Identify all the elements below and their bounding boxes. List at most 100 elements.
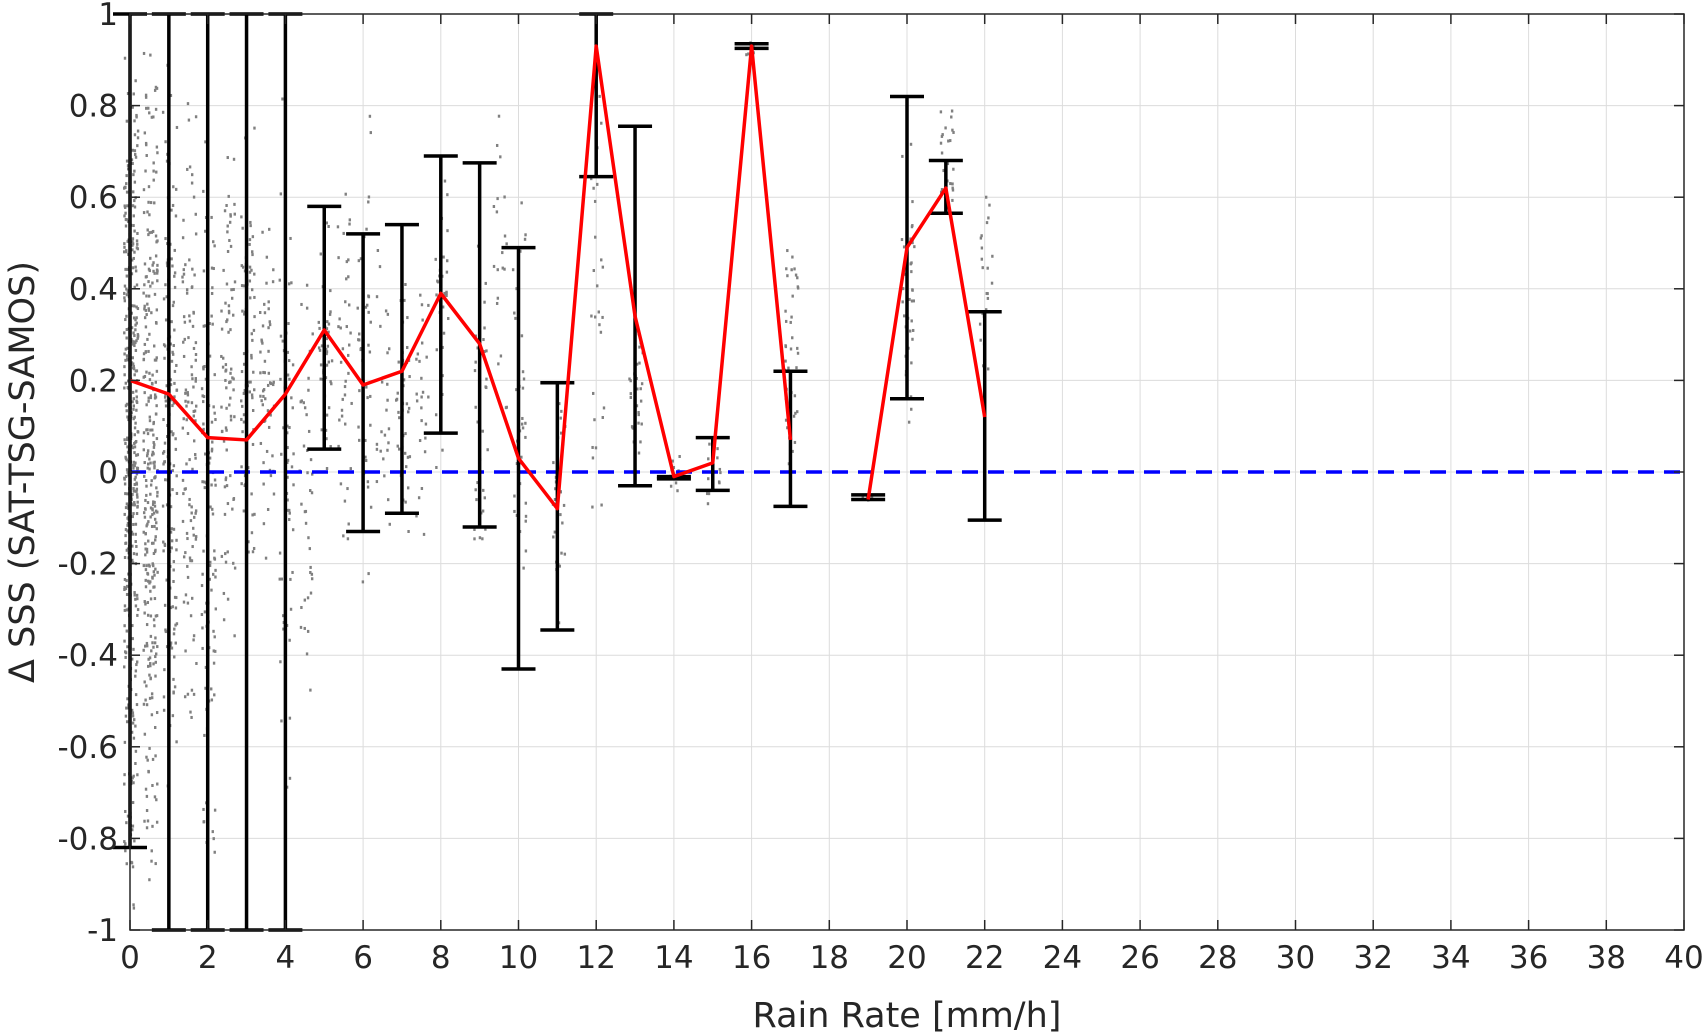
scatter-point bbox=[203, 610, 207, 614]
scatter-point bbox=[338, 418, 341, 422]
scatter-point bbox=[163, 344, 167, 348]
scatter-point bbox=[149, 483, 153, 487]
scatter-point bbox=[125, 438, 129, 442]
scatter-point bbox=[247, 380, 251, 384]
scatter-point bbox=[208, 456, 212, 460]
scatter-point bbox=[173, 685, 177, 689]
scatter-point bbox=[224, 363, 228, 367]
scatter-point bbox=[151, 281, 154, 285]
scatter-point bbox=[172, 527, 176, 531]
scatter-point bbox=[165, 261, 169, 265]
scatter-point bbox=[224, 478, 228, 482]
scatter-point bbox=[125, 174, 128, 178]
scatter-point bbox=[132, 512, 135, 516]
scatter-point bbox=[169, 530, 173, 534]
scatter-point bbox=[288, 716, 292, 720]
x-tick-label: 40 bbox=[1664, 940, 1703, 976]
scatter-point bbox=[280, 577, 284, 581]
scatter-point bbox=[135, 115, 138, 119]
scatter-point bbox=[229, 380, 232, 384]
scatter-point bbox=[792, 414, 796, 418]
scatter-point bbox=[225, 386, 228, 390]
scatter-point bbox=[131, 558, 134, 562]
scatter-point bbox=[150, 849, 153, 853]
scatter-point bbox=[175, 740, 178, 744]
scatter-point bbox=[979, 338, 982, 342]
scatter-point bbox=[124, 528, 128, 532]
scatter-point bbox=[149, 256, 152, 260]
scatter-point bbox=[383, 433, 387, 437]
scatter-point bbox=[359, 257, 363, 261]
scatter-point bbox=[795, 366, 798, 370]
scatter-point bbox=[125, 354, 129, 358]
scatter-point bbox=[126, 167, 130, 171]
x-tick-label: 14 bbox=[654, 940, 693, 976]
scatter-point bbox=[909, 142, 913, 146]
scatter-point bbox=[248, 279, 252, 283]
scatter-point bbox=[397, 360, 400, 364]
scatter-point bbox=[232, 313, 235, 317]
x-tick-label: 8 bbox=[431, 940, 451, 976]
scatter-point bbox=[214, 568, 217, 572]
scatter-point bbox=[952, 167, 955, 171]
scatter-point bbox=[910, 319, 913, 323]
scatter-point bbox=[404, 432, 407, 436]
scatter-point bbox=[522, 377, 526, 381]
scatter-point bbox=[163, 603, 167, 607]
scatter-point bbox=[495, 143, 499, 147]
scatter-point bbox=[125, 502, 129, 506]
scatter-point bbox=[327, 360, 331, 364]
scatter-point bbox=[152, 570, 156, 574]
scatter-point bbox=[143, 611, 146, 615]
scatter-point bbox=[272, 268, 275, 272]
scatter-point bbox=[145, 313, 148, 317]
scatter-point bbox=[251, 338, 254, 342]
y-axis-label: Δ SSS (SAT-TSG-SAMOS) bbox=[3, 261, 43, 683]
scatter-point bbox=[228, 403, 231, 407]
scatter-point bbox=[149, 396, 153, 400]
scatter-point bbox=[263, 371, 266, 375]
scatter-point bbox=[123, 555, 127, 559]
scatter-point bbox=[144, 787, 148, 791]
scatter-point bbox=[169, 641, 173, 645]
scatter-point bbox=[305, 652, 309, 656]
scatter-point bbox=[524, 501, 528, 505]
scatter-point bbox=[155, 820, 159, 824]
scatter-point bbox=[170, 257, 173, 261]
scatter-point bbox=[716, 456, 719, 460]
scatter-point bbox=[329, 380, 332, 384]
scatter-point bbox=[152, 452, 155, 456]
scatter-point bbox=[337, 325, 340, 329]
scatter-point bbox=[132, 906, 136, 910]
scatter-point bbox=[327, 225, 330, 229]
scatter-point bbox=[125, 548, 129, 552]
scatter-point bbox=[442, 255, 445, 259]
scatter-point bbox=[592, 269, 596, 273]
scatter-point bbox=[149, 676, 152, 680]
scatter-point bbox=[134, 318, 137, 322]
scatter-point bbox=[325, 467, 329, 471]
scatter-point bbox=[223, 512, 227, 516]
scatter-point bbox=[146, 613, 150, 617]
scatter-point bbox=[348, 303, 351, 307]
scatter-point bbox=[417, 496, 421, 500]
scatter-point bbox=[124, 318, 127, 322]
scatter-point bbox=[136, 466, 140, 470]
scatter-point bbox=[173, 328, 176, 332]
scatter-point bbox=[213, 549, 216, 553]
scatter-point bbox=[251, 513, 254, 517]
scatter-point bbox=[131, 532, 134, 536]
scatter-point bbox=[791, 336, 794, 340]
scatter-point bbox=[326, 320, 329, 324]
scatter-point bbox=[125, 119, 129, 123]
scatter-point bbox=[592, 391, 595, 395]
scatter-point bbox=[901, 154, 904, 158]
scatter-point bbox=[153, 524, 156, 528]
x-tick-label: 24 bbox=[1043, 940, 1082, 976]
scatter-point bbox=[593, 418, 596, 422]
scatter-point bbox=[304, 509, 308, 513]
scatter-point bbox=[144, 95, 148, 99]
scatter-point bbox=[266, 507, 270, 511]
scatter-point bbox=[131, 801, 135, 805]
y-tick-label: 0 bbox=[98, 455, 118, 491]
